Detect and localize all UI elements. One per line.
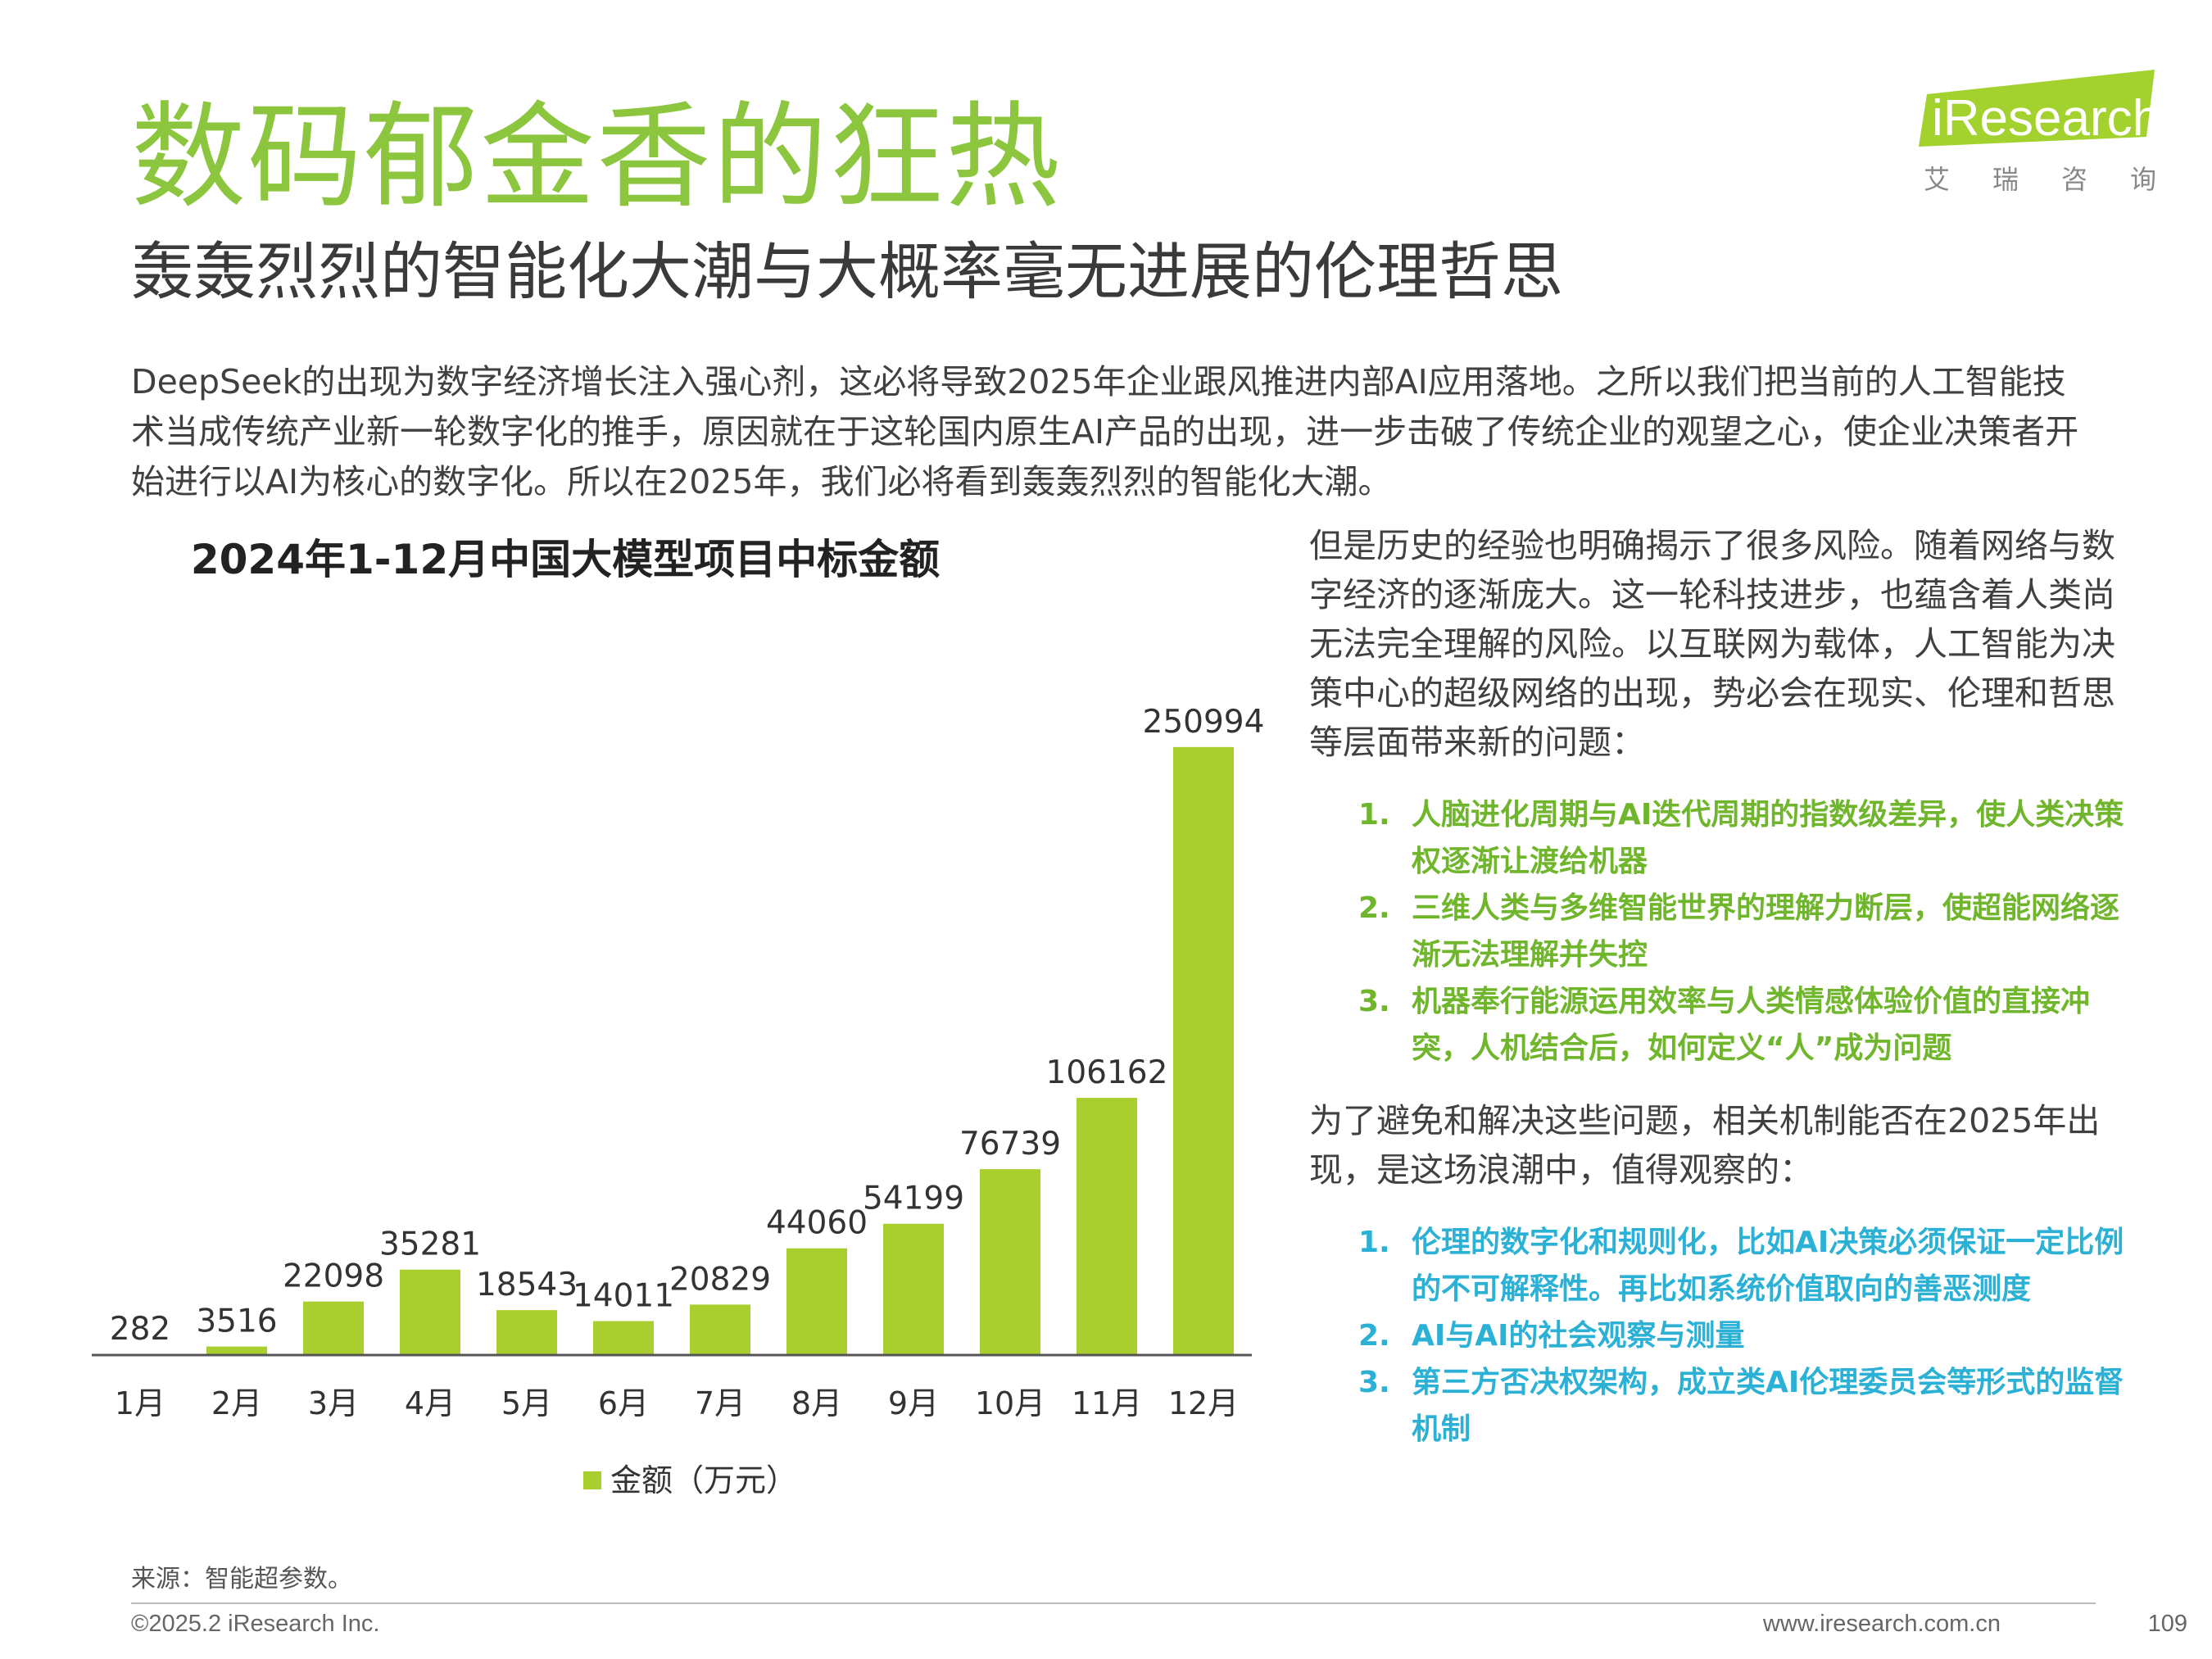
risk-item-text: 人脑进化周期与AI迭代周期的指数级差异，使人类决策权逐渐让渡给机器 <box>1412 798 2124 878</box>
watch-item-text: AI与AI的社会观察与测量 <box>1412 1319 1745 1353</box>
intro-paragraph: DeepSeek的出现为数字经济增长注入强心剂，这必将导致2025年企业跟风推进… <box>131 362 2079 501</box>
footer-divider <box>131 1602 2096 1604</box>
risk-item: 3. 机器奉行能源运用效率与人类情感体验价值的直接冲突，人机结合后，如何定义“人… <box>1309 978 2128 1072</box>
x-tick-label: 4月 <box>405 1385 456 1421</box>
risk-list: 1. 人脑进化周期与AI迭代周期的指数级差异，使人类决策权逐渐让渡给机器 2. … <box>1309 791 2128 1072</box>
watch-list: 1. 伦理的数字化和规则化，比如AI决策必须保证一定比例的不可解释性。再比如系统… <box>1309 1219 2128 1453</box>
bar-value-label: 3516 <box>196 1303 277 1340</box>
logo-wordmark: iResearch <box>1932 90 2155 147</box>
logo-green-band <box>1919 70 2155 147</box>
risk-item-number: 1. <box>1358 798 1390 832</box>
x-tick-label: 1月 <box>115 1385 165 1421</box>
watch-item-text: 第三方否决权架构，成立类AI伦理委员会等形式的监督机制 <box>1412 1366 2124 1446</box>
page-number: 109 <box>2147 1611 2187 1637</box>
source-note: 来源：智能超参数。 <box>131 1565 352 1593</box>
chart-bar <box>1173 746 1234 1355</box>
bar-value-label: 250994 <box>1143 704 1265 741</box>
logo-char-4: 询 <box>2130 164 2155 195</box>
chart-bar <box>1077 1098 1137 1355</box>
chart-bar <box>690 1304 750 1355</box>
chart-bar <box>883 1223 944 1355</box>
x-tick-label: 12月 <box>1168 1385 1239 1421</box>
risk-item-number: 2. <box>1358 891 1390 925</box>
watch-item-number: 1. <box>1358 1226 1390 1259</box>
chart-bar <box>400 1269 460 1355</box>
bar-value-label: 54199 <box>863 1181 964 1217</box>
risk-item: 1. 人脑进化周期与AI迭代周期的指数级差异，使人类决策权逐渐让渡给机器 <box>1309 791 2128 885</box>
watch-item-number: 2. <box>1358 1319 1390 1353</box>
x-tick-label: 11月 <box>1072 1385 1142 1421</box>
bar-value-label: 14011 <box>573 1278 674 1315</box>
watch-item-number: 3. <box>1358 1366 1390 1399</box>
bar-value-label: 282 <box>110 1311 170 1348</box>
iresearch-logo: iResearch 艾 瑞 咨 询 <box>1919 70 2155 195</box>
chart-bar <box>980 1169 1040 1355</box>
bar-value-label: 44060 <box>766 1205 868 1242</box>
chart-bar <box>303 1301 364 1355</box>
bar-chart: 2024年1-12月中国大模型项目中标金额 282 1月 3516 2月 22098 3月 3… <box>92 536 1265 1498</box>
bar-value-label: 35281 <box>379 1226 481 1263</box>
risk-item-number: 3. <box>1358 985 1390 1018</box>
x-tick-label: 3月 <box>308 1385 359 1421</box>
legend-swatch <box>583 1471 601 1489</box>
chart-bar <box>496 1310 557 1355</box>
risk-item-text: 机器奉行能源运用效率与人类情感体验价值的直接冲突，人机结合后，如何定义“人”成为… <box>1412 985 2091 1065</box>
bar-value-label: 76739 <box>959 1126 1061 1163</box>
copyright: ©2025.2 iResearch Inc. <box>131 1611 380 1637</box>
x-tick-label: 2月 <box>211 1385 262 1421</box>
x-tick-label: 8月 <box>791 1385 842 1421</box>
website-link[interactable]: www.iresearch.com.cn <box>1762 1611 2001 1637</box>
watch-item: 3. 第三方否决权架构，成立类AI伦理委员会等形式的监督机制 <box>1309 1359 2128 1453</box>
chart-bar <box>593 1321 654 1355</box>
x-tick-label: 9月 <box>888 1385 939 1421</box>
bar-value-label: 20829 <box>669 1261 771 1298</box>
x-tick-label: 10月 <box>975 1385 1045 1421</box>
x-tick-label: 5月 <box>501 1385 552 1421</box>
right-column: 但是历史的经验也明确揭示了很多风险。随着网络与数字经济的逐渐庞大。这一轮科技进步… <box>1309 521 2128 1453</box>
legend-label: 金额（万元） <box>610 1462 797 1498</box>
logo-char-2: 瑞 <box>1992 164 2019 195</box>
risk-item: 2. 三维人类与多维智能世界的理解力断层，使超能网络逐渐无法理解并失控 <box>1309 885 2128 978</box>
watch-item-text: 伦理的数字化和规则化，比如AI决策必须保证一定比例的不可解释性。再比如系统价值取… <box>1412 1226 2124 1306</box>
bar-value-label: 22098 <box>283 1258 384 1295</box>
x-tick-label: 7月 <box>695 1385 746 1421</box>
bar-value-label: 106162 <box>1046 1054 1168 1091</box>
page-title: 数码郁金香的狂热 <box>131 91 1063 224</box>
risk-intro-paragraph: 但是历史的经验也明确揭示了很多风险。随着网络与数字经济的逐渐庞大。这一轮科技进步… <box>1309 526 2115 762</box>
watch-item: 1. 伦理的数字化和规则化，比如AI决策必须保证一定比例的不可解释性。再比如系统… <box>1309 1219 2128 1312</box>
logo-char-1: 艾 <box>1924 164 1950 195</box>
page-subtitle: 轰轰烈烈的智能化大潮与大概率毫无进展的伦理哲思 <box>131 235 1563 308</box>
logo-char-3: 咨 <box>2061 164 2087 195</box>
watch-item: 2. AI与AI的社会观察与测量 <box>1309 1312 2128 1359</box>
risk-item-text: 三维人类与多维智能世界的理解力断层，使超能网络逐渐无法理解并失控 <box>1412 891 2120 972</box>
chart-bar <box>786 1248 847 1355</box>
watch-intro-paragraph: 为了避免和解决这些问题，相关机制能否在2025年出现，是这场浪潮中，值得观察的： <box>1309 1101 2101 1190</box>
chart-title: 2024年1-12月中国大模型项目中标金额 <box>191 536 940 583</box>
bar-value-label: 18543 <box>476 1267 578 1303</box>
chart-bar <box>206 1346 267 1355</box>
x-tick-label: 6月 <box>598 1385 649 1421</box>
